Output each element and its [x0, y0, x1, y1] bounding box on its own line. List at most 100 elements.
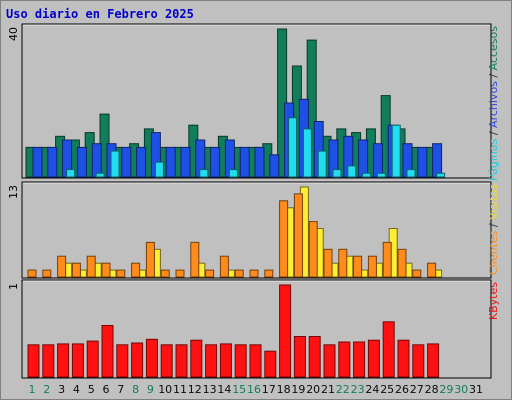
day-label-30: 30: [454, 383, 468, 396]
day-label-6: 6: [103, 383, 110, 396]
bar-kbytes-day-22: [338, 341, 351, 378]
bar-pginas-day-6: [110, 150, 120, 178]
bar-kbytes-day-2: [42, 344, 55, 378]
bar-clientes-day-24: [367, 255, 377, 278]
bar-kbytes-day-26: [397, 339, 410, 378]
bar-archivos-day-16: [254, 146, 265, 178]
bar-archivos-day-15: [239, 146, 250, 178]
bar-clientes-day-16: [249, 269, 259, 278]
bar-pginas-day-19: [302, 128, 312, 178]
bar-clientes-day-28: [427, 262, 437, 278]
bar-archivos-day-7: [121, 146, 132, 178]
bar-kbytes-day-8: [131, 342, 144, 378]
scale-label-middle: 13: [7, 185, 20, 199]
day-label-15: 15: [232, 383, 246, 396]
chart-title: Uso diario en Febrero 2025: [6, 7, 194, 21]
day-label-17: 17: [262, 383, 276, 396]
bar-clientes-day-5: [86, 255, 96, 278]
bar-clientes-day-7: [116, 269, 126, 278]
bar-pginas-day-25: [391, 124, 401, 178]
bar-kbytes-day-7: [116, 344, 129, 378]
bar-clientes-day-21: [323, 248, 333, 278]
bar-pginas-day-5: [95, 172, 105, 178]
bar-clientes-day-8: [131, 262, 141, 278]
bar-clientes-day-26: [397, 248, 407, 278]
bar-pginas-day-9: [154, 161, 164, 178]
bar-archivos-day-23: [358, 139, 369, 178]
day-label-5: 5: [88, 383, 95, 396]
bar-archivos-day-2: [47, 146, 58, 178]
bar-pginas-day-14: [228, 169, 238, 178]
day-label-20: 20: [306, 383, 320, 396]
legend-item: /: [487, 70, 500, 77]
bar-archivos-day-27: [417, 146, 428, 178]
day-label-8: 8: [132, 383, 139, 396]
bar-kbytes-day-19: [293, 336, 306, 378]
bar-kbytes-day-1: [27, 344, 40, 378]
bar-archivos-day-8: [136, 146, 147, 178]
bar-archivos-day-10: [165, 146, 176, 178]
bar-kbytes-day-12: [190, 339, 203, 378]
bar-archivos-day-11: [180, 146, 191, 178]
bar-kbytes-day-14: [219, 343, 232, 378]
day-label-3: 3: [58, 383, 65, 396]
legend-top: Páginas / Archivos / Accesos: [487, 26, 500, 181]
bar-kbytes-day-6: [101, 325, 114, 378]
day-label-31: 31: [469, 383, 483, 396]
day-label-10: 10: [158, 383, 172, 396]
day-label-28: 28: [425, 383, 439, 396]
legend-middle: Clientes / Visitas: [487, 184, 500, 275]
bar-pginas-day-28: [436, 172, 446, 178]
bar-pginas-day-21: [332, 169, 342, 178]
bar-clientes-day-15: [234, 269, 244, 278]
bar-clientes-day-25: [382, 241, 392, 278]
legend-item: Archivos: [487, 78, 500, 128]
legend-bottom: KBytes: [487, 282, 500, 320]
bar-kbytes-day-9: [145, 338, 158, 378]
day-label-29: 29: [439, 383, 453, 396]
bar-kbytes-day-11: [175, 344, 188, 378]
legend-item: Páginas: [487, 135, 500, 181]
day-label-24: 24: [365, 383, 379, 396]
day-label-9: 9: [147, 383, 154, 396]
bar-pginas-day-23: [362, 172, 372, 178]
bar-pginas-day-26: [406, 169, 416, 178]
bar-archivos-day-5: [91, 143, 102, 178]
day-label-7: 7: [117, 383, 124, 396]
bar-clientes-day-9: [145, 241, 155, 278]
legend-item: KBytes: [487, 282, 500, 320]
bar-clientes-day-10: [160, 269, 170, 278]
bar-pginas-day-22: [347, 165, 357, 178]
bar-clientes-day-3: [57, 255, 67, 278]
bar-kbytes-day-13: [205, 344, 218, 378]
bar-clientes-day-11: [175, 269, 185, 278]
scale-label-top: 40: [7, 27, 20, 41]
bar-kbytes-day-18: [279, 284, 292, 378]
bar-kbytes-day-23: [353, 341, 366, 378]
legend-item: Accesos: [487, 26, 500, 71]
bar-kbytes-day-15: [234, 344, 247, 378]
bar-clientes-day-6: [101, 262, 111, 278]
day-label-19: 19: [291, 383, 305, 396]
bar-kbytes-day-10: [160, 344, 173, 378]
bar-pginas-day-20: [317, 150, 327, 178]
bar-kbytes-day-3: [57, 343, 70, 378]
bar-archivos-day-1: [32, 146, 43, 178]
day-label-23: 23: [351, 383, 365, 396]
legend-item: /: [487, 220, 500, 227]
bar-kbytes-day-20: [308, 336, 321, 378]
day-label-11: 11: [173, 383, 187, 396]
bar-kbytes-day-25: [382, 321, 395, 378]
scale-label-bottom: 1: [7, 283, 20, 290]
bar-kbytes-day-17: [264, 350, 277, 378]
day-label-1: 1: [29, 383, 36, 396]
bar-clientes-day-18: [279, 200, 289, 278]
day-label-2: 2: [43, 383, 50, 396]
bar-kbytes-day-24: [367, 339, 380, 378]
bar-clientes-day-23: [353, 255, 363, 278]
bar-clientes-day-12: [190, 241, 200, 278]
day-label-12: 12: [188, 383, 202, 396]
bar-archivos-day-17: [269, 154, 280, 178]
bar-clientes-day-4: [71, 262, 81, 278]
